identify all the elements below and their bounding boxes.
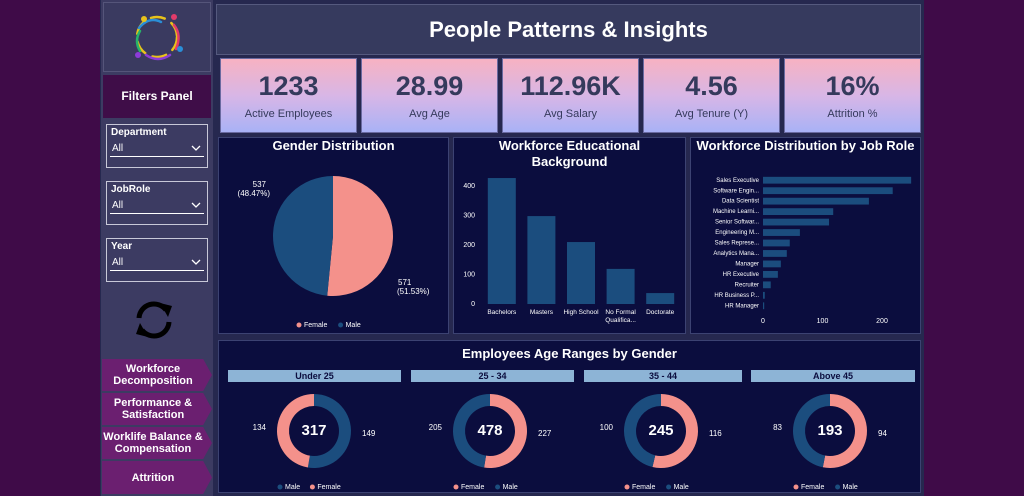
x-tick-label: Masters (529, 309, 553, 316)
x-tick-label: Doctorate (646, 309, 675, 316)
x-tick-label: No Formal Qualifica... (605, 309, 636, 324)
kpi-card: 4.56 Avg Tenure (Y) (643, 58, 780, 133)
filter[interactable]: Department All (106, 124, 208, 168)
kpi-label: Attrition % (827, 108, 878, 120)
nav-button[interactable]: Attrition (102, 461, 212, 494)
kpi-value: 112.96K (520, 71, 621, 101)
logo (135, 14, 183, 61)
kpi-card: 16% Attrition % (784, 58, 921, 133)
kpi-value: 16% (825, 71, 880, 101)
age-panel (218, 340, 921, 493)
filter-label: Department (111, 127, 167, 138)
filter-label: JobRole (111, 184, 151, 195)
filter-dropdown[interactable]: All (110, 198, 204, 214)
kpi-card: 112.96K Avg Salary (502, 58, 639, 133)
logo-box (103, 2, 211, 72)
kpi-value: 28.99 (395, 71, 464, 101)
filter[interactable]: JobRole All (106, 181, 208, 225)
kpi-card: 28.99 Avg Age (361, 58, 498, 133)
refresh-icon[interactable] (132, 298, 176, 342)
chart-title: Workforce Educational Background (498, 138, 641, 169)
filter[interactable]: Year All (106, 238, 208, 282)
filters-title: Filters Panel (103, 75, 211, 118)
kpi-label: Avg Tenure (Y) (675, 108, 748, 120)
age-panel-title: Employees Age Ranges by Gender (462, 346, 677, 361)
kpi-label: Avg Salary (544, 108, 597, 120)
nav-button[interactable]: Performance & Satisfaction (102, 393, 212, 425)
filter-value: All (112, 143, 124, 154)
kpi-value: 1233 (258, 71, 319, 101)
filter-dropdown[interactable]: All (110, 255, 204, 271)
filter-dropdown[interactable]: All (110, 141, 204, 157)
filter-value: All (112, 200, 124, 211)
kpi-label: Active Employees (244, 108, 333, 120)
nav-button[interactable]: Worklife Balance & Compensation (102, 427, 212, 459)
chart-title: Gender Distribution (272, 138, 395, 153)
chart-title: Workforce Distribution by Job Role (696, 138, 915, 153)
jobrole-panel (690, 137, 921, 334)
x-tick-label: High School (563, 309, 599, 316)
filter-value: All (112, 257, 124, 268)
filter-label: Year (111, 241, 133, 252)
page-title: People Patterns & Insights (216, 4, 921, 55)
gender-panel (218, 137, 449, 334)
nav-button[interactable]: Workforce Decomposition (102, 359, 212, 391)
x-tick-label: Bachelors (487, 309, 517, 316)
kpi-card: 1233 Active Employees (220, 58, 357, 133)
kpi-value: 4.56 (685, 71, 738, 101)
kpi-label: Avg Age (409, 108, 450, 120)
